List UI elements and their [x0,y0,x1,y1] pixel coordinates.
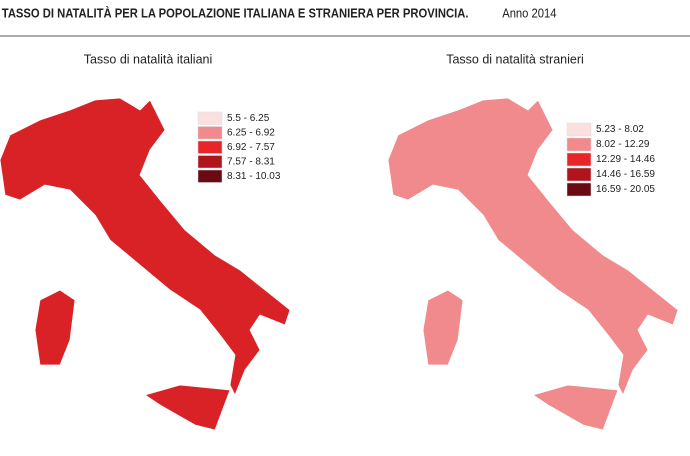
legend-swatch [197,169,223,183]
legend-label: 5.5 - 6.25 [227,113,270,124]
legend-label: 5.23 - 8.02 [596,124,644,135]
map-stranieri [387,97,679,431]
legend-label: 12.29 - 14.46 [596,154,655,165]
map-title: Tasso di natalità stranieri [446,52,584,66]
legend-swatch [197,126,223,140]
legend-label: 8.02 - 12.29 [596,139,650,150]
legend-swatch [566,182,592,197]
legend-label: 8.31 - 10.03 [227,171,281,182]
legend-swatch [566,152,592,167]
legend-swatch [197,111,223,125]
legend-swatch [197,140,223,154]
legend-label: 6.92 - 7.57 [227,142,275,153]
legend-label: 6.25 - 6.92 [227,127,275,138]
legend: 5.5 - 6.25 6.25 - 6.92 6.92 - 7.57 7.57 - 8… [197,111,281,183]
title: TASSO DI NATALITÀ PER LA POPOLAZIONE ITA… [2,5,469,21]
legend-swatch [566,137,592,152]
map-title: Tasso di natalità italiani [84,52,213,66]
legend-label: 16.59 - 20.05 [596,184,655,195]
legend-swatch [566,122,592,137]
legend-label: 7.57 - 8.31 [227,156,275,167]
legend-swatch [566,167,592,182]
legend-swatch [197,155,223,169]
legend-label: 14.46 - 16.59 [596,169,655,180]
legend: 5.23 - 8.02 8.02 - 12.29 12.29 - 14.46 14.4… [566,122,655,197]
year: Anno 2014 [502,6,557,21]
